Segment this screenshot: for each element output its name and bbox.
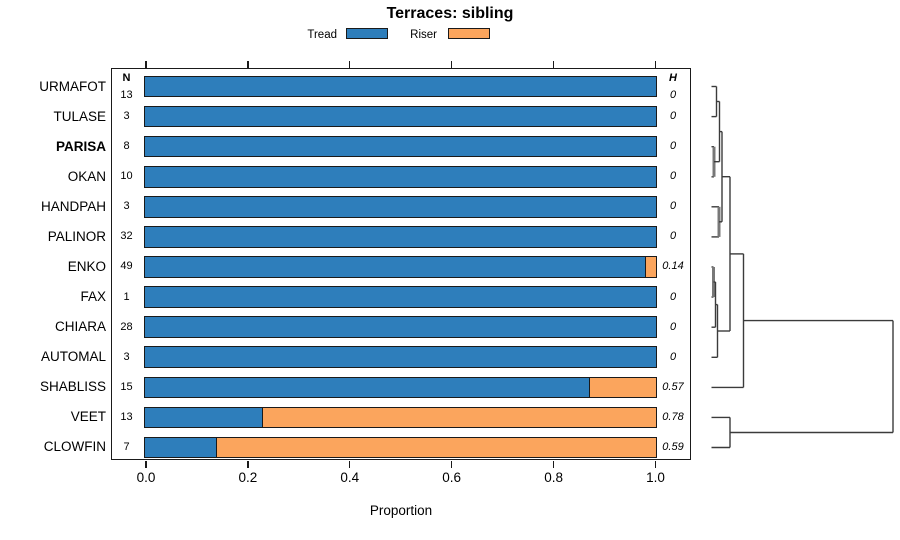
- bar-segment-tread: [145, 377, 590, 398]
- bar-row: [144, 75, 657, 98]
- category-label: URMAFOT: [39, 78, 106, 94]
- bar-segment-tread: [145, 76, 656, 97]
- axis-tick: [247, 461, 249, 468]
- plot-box: [111, 67, 691, 460]
- bar-segment-tread: [145, 257, 646, 277]
- h-value: 0: [669, 320, 677, 333]
- bar-row: [144, 105, 657, 128]
- bar-row: [144, 316, 657, 338]
- category-label: TULASE: [53, 108, 106, 124]
- axis-tick-label: 0.4: [340, 470, 360, 485]
- n-value: 13: [120, 410, 133, 423]
- axis-tick: [552, 461, 555, 468]
- bar-row: [144, 406, 657, 429]
- axis-tick: [145, 60, 147, 68]
- category-label: ENKO: [67, 258, 106, 274]
- category-label: VEET: [70, 409, 106, 425]
- n-value: 13: [120, 88, 133, 101]
- category-label: PARISA: [55, 138, 106, 154]
- n-value: 10: [120, 170, 133, 183]
- axis-tick: [451, 461, 453, 468]
- bar-segment-tread: [145, 106, 656, 127]
- bar-segment-tread: [145, 287, 656, 307]
- axis-tick: [654, 461, 657, 468]
- axis-tick: [451, 60, 453, 68]
- n-value: 3: [123, 350, 130, 363]
- bar-row: [144, 286, 657, 308]
- category-label: SHABLISS: [39, 379, 106, 395]
- bar-segment-tread: [145, 197, 656, 217]
- axis-tick-label: 0.6: [442, 470, 462, 485]
- bar-segment-tread: [145, 317, 656, 337]
- bar-row: [144, 256, 657, 278]
- legend-swatch-riser-icon: [448, 28, 490, 39]
- axis-tick-label: 1.0: [646, 470, 665, 485]
- bar-row: [144, 135, 657, 158]
- n-value: 32: [120, 230, 133, 243]
- bar-row: [144, 436, 657, 459]
- category-label: OKAN: [67, 168, 106, 184]
- n-value: 8: [123, 140, 130, 153]
- h-value: 0: [669, 110, 677, 123]
- x-axis-title: Proportion: [369, 503, 433, 518]
- h-value: 0.59: [662, 440, 684, 453]
- h-value: 0.14: [662, 260, 684, 273]
- legend-label-riser: Riser: [410, 29, 437, 41]
- category-label: FAX: [80, 289, 106, 305]
- bar-row: [144, 346, 657, 368]
- bar-segment-tread: [145, 407, 263, 428]
- axis-tick-label: 0.0: [136, 470, 156, 485]
- bar-row: [144, 376, 657, 399]
- bar-segment-tread: [145, 136, 656, 157]
- h-value: 0: [669, 200, 677, 213]
- legend-label-tread: Tread: [307, 29, 337, 41]
- bar-row: [144, 196, 657, 218]
- bar-segment-tread: [145, 437, 217, 458]
- n-value: 7: [123, 440, 130, 453]
- h-column-header: H: [669, 72, 677, 84]
- h-value: 0: [669, 88, 677, 101]
- n-value: 3: [123, 110, 130, 123]
- bar-row: [144, 165, 657, 188]
- h-value: 0: [669, 170, 677, 183]
- axis-tick: [654, 60, 657, 68]
- n-value: 15: [120, 380, 133, 393]
- axis-tick: [349, 60, 351, 68]
- n-column-header: N: [122, 72, 131, 84]
- category-label: PALINOR: [47, 228, 106, 244]
- bar-segment-tread: [145, 227, 656, 247]
- axis-tick: [552, 60, 555, 68]
- bar-row: [144, 226, 657, 248]
- h-value: 0: [669, 230, 677, 243]
- category-label: HANDPAH: [40, 198, 106, 214]
- category-label: CLOWFIN: [43, 439, 106, 455]
- h-value: 0: [669, 140, 677, 153]
- h-value: 0: [669, 350, 677, 363]
- axis-tick-label: 0.8: [544, 470, 563, 485]
- category-label: AUTOMAL: [40, 349, 106, 365]
- category-label: CHIARA: [54, 319, 106, 335]
- n-value: 49: [120, 260, 133, 273]
- axis-tick: [349, 461, 351, 468]
- legend-swatch-tread-icon: [346, 28, 388, 39]
- h-value: 0.57: [662, 380, 684, 393]
- n-value: 28: [120, 320, 133, 333]
- axis-tick: [145, 461, 147, 468]
- bar-segment-tread: [145, 166, 656, 187]
- n-value: 1: [123, 290, 130, 303]
- bar-segment-tread: [145, 347, 656, 367]
- h-value: 0.78: [662, 410, 684, 423]
- n-value: 3: [123, 200, 130, 213]
- axis-tick: [247, 60, 249, 68]
- axis-tick-label: 0.2: [238, 470, 258, 485]
- chart-title: Terraces: sibling: [386, 5, 514, 22]
- h-value: 0: [669, 290, 677, 303]
